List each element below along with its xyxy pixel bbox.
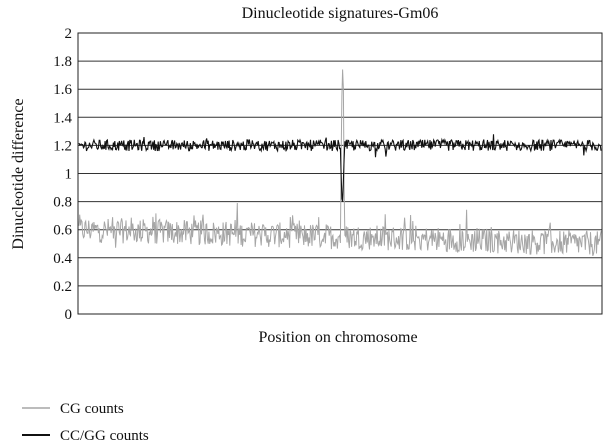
y-tick-label: 1.2 xyxy=(53,138,72,154)
gridlines xyxy=(78,60,602,287)
y-tick-label: 2 xyxy=(65,26,73,42)
y-tick-labels: 0 0.2 0.4 0.6 0.8 1 1.2 1.4 1.6 1.8 2 xyxy=(53,26,72,323)
y-tick-label: 0.2 xyxy=(53,279,72,295)
series-line-cg xyxy=(78,69,602,256)
plot-frame xyxy=(77,32,603,315)
y-tick-label: 1.8 xyxy=(53,54,72,70)
legend: CG counts CC/GG counts xyxy=(22,401,149,444)
legend-label-ccgg: CC/GG counts xyxy=(60,428,149,444)
y-tick-label: 1.6 xyxy=(53,82,72,98)
chart-title: Dinucleotide signatures-Gm06 xyxy=(242,5,439,22)
y-tick-label: 0.4 xyxy=(53,251,72,267)
series-lines xyxy=(78,69,602,256)
x-axis-label: Position on chromosome xyxy=(258,329,417,346)
y-tick-label: 1 xyxy=(65,167,73,183)
y-tick-label: 0.8 xyxy=(53,195,72,211)
y-tick-label: 0 xyxy=(65,307,73,323)
y-tick-label: 0.6 xyxy=(53,223,72,239)
legend-label-cg: CG counts xyxy=(60,401,124,417)
series-line-ccgg xyxy=(78,134,602,202)
y-tick-label: 1.4 xyxy=(53,110,72,126)
y-axis-label: Dinucleotide difference xyxy=(10,98,27,249)
